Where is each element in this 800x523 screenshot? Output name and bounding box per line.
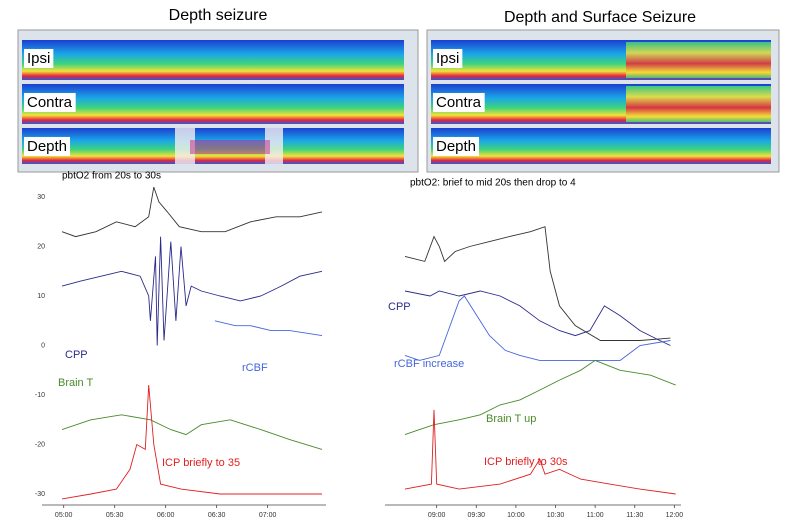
panel-title: Depth seizure — [169, 7, 268, 24]
series-label: CPP — [65, 349, 88, 361]
x-tick-label: 06:00 — [157, 512, 175, 519]
series-label: ICP briefly to 30s — [484, 456, 568, 468]
annotation: pbtO2 from 20s to 30s — [62, 171, 161, 182]
y-tick-label: 20 — [37, 243, 45, 250]
x-tick-label: 10:00 — [507, 512, 525, 519]
x-tick-label: 12:00 — [666, 512, 684, 519]
trace — [404, 359, 676, 436]
y-tick-label: 10 — [37, 293, 45, 300]
row-label: Depth — [436, 138, 476, 155]
x-tick-label: 07:00 — [259, 512, 277, 519]
y-tick-label: -30 — [35, 491, 45, 498]
series-label: ICP briefly to 35 — [162, 457, 240, 469]
row-label: Contra — [27, 94, 73, 111]
series-label: rCBF — [242, 362, 268, 374]
series-label: Brain T up — [486, 413, 536, 425]
x-tick-label: 11:30 — [626, 512, 643, 519]
spectrogram-right — [426, 29, 780, 173]
series-label: CPP — [388, 301, 411, 313]
panel-title: Depth and Surface Seizure — [504, 9, 696, 26]
y-tick-label: -10 — [35, 392, 45, 399]
row-label-box — [24, 136, 71, 156]
row-label: Ipsi — [27, 50, 50, 67]
x-tick-label: 05:30 — [106, 512, 124, 519]
row-label: Ipsi — [436, 50, 459, 67]
trace — [61, 186, 323, 238]
trace — [61, 236, 323, 346]
trace — [404, 226, 671, 341]
annotation: pbtO2: brief to mid 20s then drop to 4 — [410, 178, 576, 189]
row-label-box — [433, 136, 480, 156]
trace — [404, 295, 671, 361]
x-tick-label: 05:00 — [55, 512, 73, 519]
row-label-box — [433, 48, 463, 68]
x-tick-label: 09:30 — [468, 512, 486, 519]
y-tick-label: 0 — [41, 342, 45, 349]
trace — [404, 409, 676, 495]
trace — [61, 385, 322, 500]
row-label-box — [24, 92, 76, 112]
row-labels: Ipsi Contra Depth Ipsi Contra Depth — [24, 48, 485, 156]
plots: pbtO2 from 20s to 30s 30 20 10 0 -10 -20 -30 05:… — [35, 171, 683, 519]
x-tick-label: 09:00 — [428, 512, 446, 519]
row-label: Depth — [27, 138, 67, 155]
x-tick-label: 11:00 — [587, 512, 604, 519]
x-tick-label: 06:30 — [208, 512, 226, 519]
series-label: rCBF increase — [394, 358, 464, 370]
spectrogram-left — [17, 29, 419, 173]
series-label: Brain T — [58, 377, 94, 389]
row-label-box — [24, 48, 54, 68]
x-tick-label: 10:30 — [547, 512, 565, 519]
trace — [404, 290, 671, 346]
trace — [214, 320, 323, 337]
trace — [61, 414, 323, 450]
y-tick-label: 30 — [37, 194, 45, 201]
row-label: Contra — [436, 94, 482, 111]
row-label-box — [433, 92, 485, 112]
y-tick-label: -20 — [35, 441, 45, 448]
